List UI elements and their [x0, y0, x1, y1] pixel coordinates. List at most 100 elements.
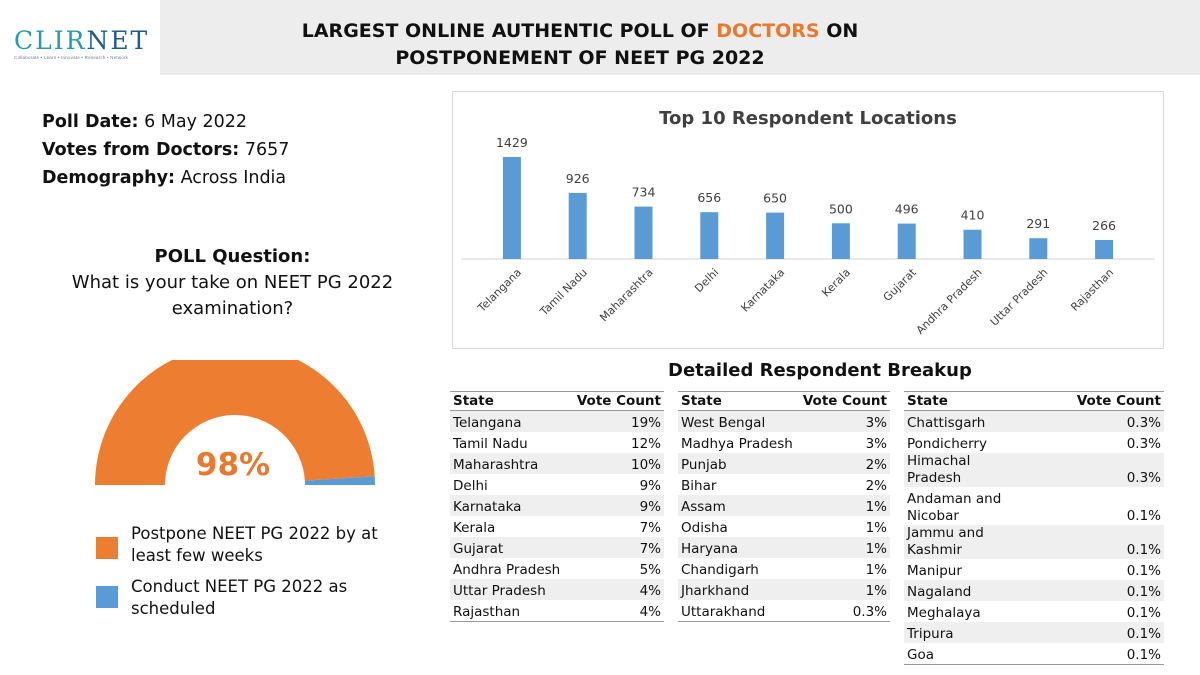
vote-count-cell: 0.1% [1126, 563, 1161, 579]
header-state: State [678, 391, 799, 411]
logo-wordmark: CLIRNET [14, 28, 154, 54]
votes-label: Votes from Doctors: [42, 140, 240, 160]
state-cell: Telangana [450, 410, 570, 432]
state-cell: West Bengal [678, 410, 799, 432]
table-row: Tamil Nadu 12% [450, 432, 664, 453]
vote-count-cell: 0.3% [798, 600, 890, 622]
title-line-1-start: LARGEST ONLINE AUTHENTIC POLL OF [301, 20, 717, 42]
poll-question-text: What is your take on NEET PG 2022 examin… [71, 272, 394, 319]
table-row: Uttar Pradesh 4% [450, 579, 664, 600]
table-header-row: State Vote Count [678, 391, 890, 411]
vote-count-cell: 0.3% [1028, 453, 1164, 487]
bar [963, 229, 982, 259]
table-header-row: State Vote Count [450, 391, 664, 411]
vote-count-cell: 1% [798, 579, 890, 600]
header-state: State [904, 391, 1028, 411]
state-cell: Tripura [904, 622, 1028, 643]
breakup-table-2: State Vote Count West Bengal 3% Madhya Pra… [678, 391, 890, 622]
poll-date-label: Poll Date: [42, 112, 139, 132]
legend-swatch-conduct [96, 586, 118, 608]
state-cell: Madhya Pradesh [681, 436, 793, 452]
category-tick-label: Tamil Nadu [537, 266, 590, 319]
bar [1095, 240, 1114, 259]
title-line-1-end: ON [819, 20, 859, 42]
state-cell: Karnataka [450, 495, 570, 516]
legend-label-conduct: Conduct NEET PG 2022 as scheduled [131, 577, 348, 618]
bar [568, 192, 587, 259]
bar [897, 223, 916, 259]
state-cell: Goa [904, 643, 1028, 665]
poll-info: Poll Date: 6 May 2022 Votes from Doctors… [42, 108, 289, 192]
table-row: Kerala 7% [450, 516, 664, 537]
bar-value-label: 291 [1026, 216, 1050, 231]
table-row: Bihar 2% [678, 474, 890, 495]
table-row: Jharkhand 1% [678, 579, 890, 600]
vote-count-cell: 4% [569, 600, 664, 622]
state-cell: Nagaland [904, 580, 1028, 601]
state-cell: Delhi [453, 478, 488, 494]
table-row: Punjab 2% [678, 453, 890, 474]
vote-count-cell: 7% [569, 537, 664, 558]
category-tick-label: Gujarat [881, 265, 920, 304]
table-row: Uttarakhand 0.3% [678, 600, 890, 622]
table-row: Andhra Pradesh 5% [450, 558, 664, 579]
bar [634, 206, 653, 259]
brand-logo: CLIRNET Collaborate • Learn • Innovate •… [14, 28, 154, 61]
bar-value-label: 1429 [496, 135, 528, 150]
header-vote-count: Vote Count [569, 391, 664, 411]
title-line-1: LARGEST ONLINE AUTHENTIC POLL OF DOCTORS… [160, 18, 1000, 45]
table-row: Haryana 1% [678, 537, 890, 558]
table-row: Chandigarh 1% [678, 558, 890, 579]
state-cell: Jammu and Kashmir [904, 525, 1028, 559]
table-row: Maharashtra 10% [450, 453, 664, 474]
vote-count-cell: 9% [569, 495, 664, 516]
state-cell: Andhra Pradesh [453, 562, 561, 578]
state-cell: Chattisgarh [904, 410, 1028, 432]
state-cell: Kerala [453, 520, 496, 536]
breakup-title: Detailed Respondent Breakup [668, 360, 972, 381]
state-cell: Maharashtra [450, 453, 570, 474]
state-cell: Manipur [907, 563, 962, 579]
gauge-percent-label: 98% [195, 447, 271, 483]
category-tick-label: Rajasthan [1068, 266, 1116, 314]
table-row: West Bengal 3% [678, 410, 890, 432]
table-row: Karnataka 9% [450, 495, 664, 516]
category-tick-label: Maharashtra [597, 266, 655, 324]
table-row: Nagaland 0.1% [904, 580, 1164, 601]
bar [1029, 238, 1048, 259]
top-locations-chart: Top 10 Respondent Locations 1429 Telangana… [452, 91, 1164, 349]
state-cell: Haryana [678, 537, 799, 558]
votes-value: 7657 [244, 140, 290, 160]
category-tick-label: Kerala [819, 266, 853, 300]
vote-count-cell: 3% [798, 410, 890, 432]
gauge-conduct-segment [304, 476, 375, 485]
category-tick-label: Uttar Pradesh [988, 266, 1051, 329]
table-row: Himachal Pradesh 0.3% [904, 453, 1164, 487]
vote-count-cell: 0.1% [1028, 622, 1164, 643]
bar-value-label: 650 [763, 191, 787, 206]
table-row: Chattisgarh 0.3% [904, 410, 1164, 432]
bar [700, 212, 719, 259]
logo-word-net: NET [86, 26, 150, 55]
gauge-postpone-segment [95, 360, 375, 485]
state-cell: Andaman and Nicobar [907, 491, 1002, 524]
vote-count-cell: 4% [569, 579, 664, 600]
vote-count-cell: 1% [865, 520, 887, 536]
demography-label: Demography: [42, 168, 176, 188]
result-gauge [95, 360, 375, 485]
table-row: Pondicherry 0.3% [904, 432, 1164, 453]
bar-value-label: 266 [1092, 218, 1116, 233]
vote-count-cell: 2% [865, 478, 887, 494]
table-row: Goa 0.1% [904, 643, 1164, 665]
breakup-table-3: State Vote Count Chattisgarh 0.3% Pondiche… [904, 391, 1164, 665]
vote-count-cell: 0.1% [1126, 605, 1161, 621]
state-cell: Odisha [681, 520, 728, 536]
table-row: Assam 1% [678, 495, 890, 516]
poll-date-row: Poll Date: 6 May 2022 [42, 108, 289, 136]
state-cell: Himachal Pradesh [904, 453, 1028, 487]
bar [502, 157, 521, 259]
vote-count-cell: 0.3% [1126, 436, 1161, 452]
vote-count-cell: 0.1% [1126, 508, 1161, 524]
header-vote-count: Vote Count [1028, 391, 1164, 411]
table-row: Delhi 9% [450, 474, 664, 495]
